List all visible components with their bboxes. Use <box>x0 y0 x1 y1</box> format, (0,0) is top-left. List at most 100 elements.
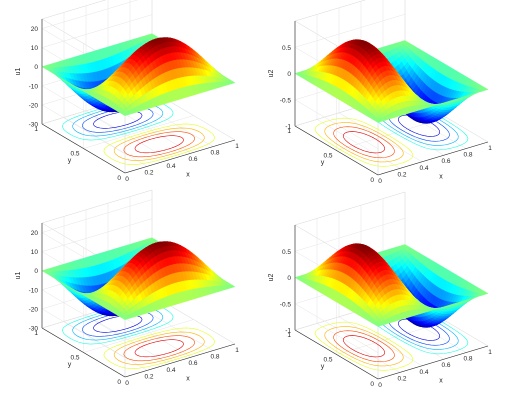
contour-line <box>113 127 205 161</box>
x-tick-label: 0 <box>125 380 129 387</box>
z-tick-label: 0.5 <box>282 45 291 52</box>
z-tick-label: 20 <box>31 230 39 237</box>
surface <box>294 243 489 328</box>
z-tick-label: 0 <box>34 268 38 275</box>
z-axis-label: u2 <box>268 70 275 78</box>
x-tick-label: 0.4 <box>419 165 428 172</box>
z-tick-label: -10 <box>29 287 39 294</box>
x-axis-label: x <box>186 172 190 179</box>
contour-line <box>103 123 215 165</box>
x-tick-label: 0.4 <box>166 163 175 170</box>
y-tick-label: 1 <box>34 126 38 133</box>
y-tick-label: 0 <box>117 379 121 386</box>
z-tick-label: 0 <box>34 64 38 71</box>
x-tick-label: 0.2 <box>397 171 406 178</box>
surface <box>294 39 489 124</box>
x-tick-label: 0.2 <box>144 169 153 176</box>
z-tick-label: -1 <box>285 124 291 131</box>
y-axis-line <box>294 125 379 176</box>
z-tick-label: 20 <box>31 26 39 33</box>
x-tick-label: 0.6 <box>441 362 450 369</box>
y-tick-label: 0.5 <box>323 357 332 364</box>
axes-lines <box>41 19 236 174</box>
x-tick-label: 0.2 <box>397 375 406 382</box>
contour-line <box>324 122 404 163</box>
x-tick-label: 0 <box>378 382 382 389</box>
z-tick-label: -0.5 <box>280 97 292 104</box>
y-axis-line <box>41 123 126 174</box>
x-tick-label: 0.6 <box>188 156 197 163</box>
z-tick-label: -30 <box>29 122 39 129</box>
x-axis-line <box>377 141 489 176</box>
contour-line <box>103 327 215 369</box>
x-tick-label: 0.8 <box>210 150 219 157</box>
x-tick-label: 1 <box>235 143 239 150</box>
x-tick-label: 0.8 <box>463 356 472 363</box>
z-axis-label: u2 <box>268 274 275 282</box>
x-tick-label: 0 <box>378 178 382 185</box>
contour-line <box>342 131 386 154</box>
y-tick-label: 0.5 <box>323 153 332 160</box>
z-tick-label: -1 <box>285 328 291 335</box>
y-tick-label: 1 <box>287 128 291 135</box>
y-tick-label: 0 <box>370 177 374 184</box>
x-tick-label: 1 <box>488 349 492 356</box>
y-axis-label: y <box>321 364 325 371</box>
x-axis-line <box>124 139 236 174</box>
y-tick-label: 0 <box>370 381 374 388</box>
z-tick-label: 0.5 <box>282 249 291 256</box>
z-axis-label: u1 <box>15 68 22 76</box>
z-tick-label: 0 <box>287 275 291 282</box>
x-tick-label: 0.4 <box>419 369 428 376</box>
contour-line <box>333 126 395 159</box>
z-tick-label: 10 <box>31 249 39 256</box>
y-tick-label: 0 <box>117 175 121 182</box>
contour-lines <box>62 99 215 165</box>
axes-lines <box>294 21 489 176</box>
x-tick-label: 0.6 <box>441 158 450 165</box>
z-tick-label: -20 <box>29 306 39 313</box>
x-axis-label: x <box>439 378 443 385</box>
z-tick-label: 10 <box>31 45 39 52</box>
z-tick-label: -20 <box>29 102 39 109</box>
x-tick-label: 1 <box>235 347 239 354</box>
surface <box>41 237 236 320</box>
y-axis-label: y <box>68 158 72 165</box>
x-tick-label: 0.8 <box>210 354 219 361</box>
z-axis-label: u1 <box>15 272 22 280</box>
y-tick-label: 0.5 <box>70 151 79 158</box>
x-tick-label: 0.6 <box>188 360 197 367</box>
surface-patch <box>228 81 236 84</box>
contour-line <box>93 314 143 333</box>
contour-line <box>123 335 195 362</box>
contour-line <box>134 339 184 358</box>
x-axis-label: x <box>186 376 190 383</box>
surface <box>41 33 236 116</box>
x-tick-label: 0 <box>125 176 129 183</box>
contour-line <box>123 131 195 158</box>
y-tick-label: 0.5 <box>70 355 79 362</box>
z-tick-label: -10 <box>29 83 39 90</box>
x-tick-label: 0.8 <box>463 152 472 159</box>
contour-line <box>134 135 184 154</box>
x-tick-label: 0.4 <box>166 367 175 374</box>
surface-patch <box>481 87 489 91</box>
y-axis-label: y <box>68 362 72 369</box>
x-axis-label: x <box>439 174 443 181</box>
x-tick-label: 1 <box>488 145 492 152</box>
y-axis-label: y <box>321 160 325 167</box>
contour-line <box>93 110 143 129</box>
x-tick-label: 0.2 <box>144 373 153 380</box>
contour-line <box>113 331 205 365</box>
z-tick-label: -30 <box>29 326 39 333</box>
contour-line <box>314 117 414 167</box>
z-tick-label: 0 <box>287 71 291 78</box>
z-tick-label: -0.5 <box>280 301 292 308</box>
